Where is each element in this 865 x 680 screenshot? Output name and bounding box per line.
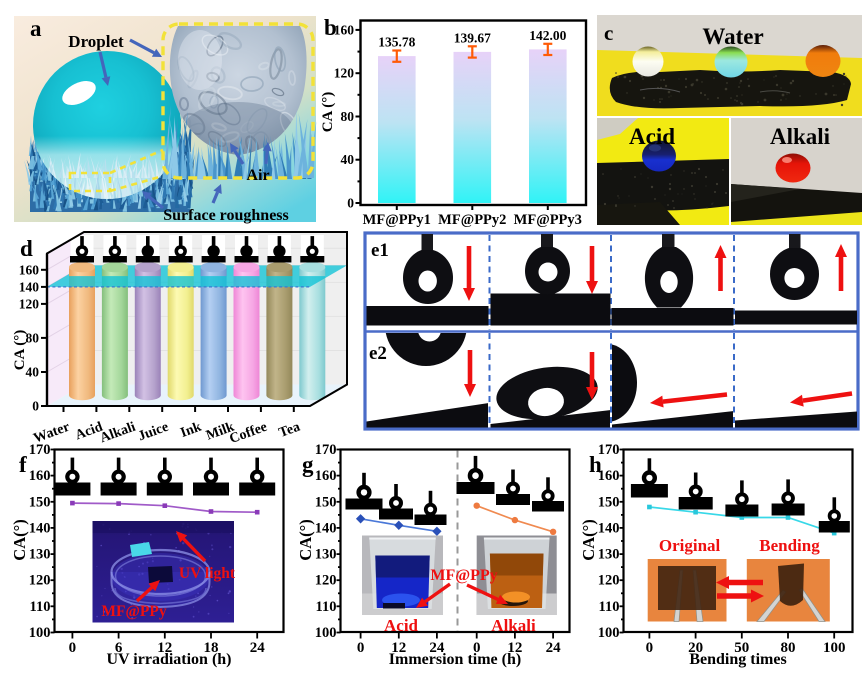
svg-text:140: 140 [598, 520, 620, 536]
svg-text:40: 40 [26, 365, 40, 380]
svg-text:a: a [30, 16, 42, 41]
svg-text:UV light: UV light [179, 565, 236, 582]
svg-text:20: 20 [688, 640, 703, 656]
svg-text:18: 18 [204, 640, 219, 656]
svg-text:100: 100 [315, 625, 337, 641]
svg-text:Juice: Juice [136, 420, 170, 445]
svg-text:150: 150 [598, 494, 620, 510]
svg-text:140: 140 [315, 520, 337, 536]
svg-text:140: 140 [29, 520, 51, 536]
svg-text:160: 160 [29, 468, 51, 484]
svg-text:CA(°): CA(°) [10, 519, 29, 560]
svg-text:150: 150 [315, 494, 337, 510]
svg-text:Alkali: Alkali [98, 420, 138, 447]
svg-text:Alkali: Alkali [491, 616, 536, 635]
svg-text:50: 50 [734, 640, 749, 656]
svg-text:24: 24 [429, 640, 445, 656]
svg-text:Acid: Acid [384, 616, 419, 635]
svg-text:80: 80 [341, 109, 355, 124]
svg-text:MF@PPy2: MF@PPy2 [438, 212, 506, 228]
svg-text:0: 0 [69, 640, 77, 656]
svg-text:CA (°): CA (°) [12, 330, 28, 371]
svg-text:Immersion time (h): Immersion time (h) [389, 651, 521, 668]
svg-text:Acid: Acid [629, 124, 675, 149]
svg-text:80: 80 [26, 330, 40, 345]
svg-text:Water: Water [702, 24, 763, 49]
svg-text:0: 0 [32, 399, 39, 414]
svg-text:e2: e2 [369, 343, 387, 364]
svg-text:c: c [604, 21, 613, 45]
svg-text:120: 120 [19, 296, 40, 311]
svg-text:0: 0 [357, 640, 365, 656]
svg-text:MF@PPy: MF@PPy [101, 603, 166, 620]
svg-text:e1: e1 [371, 240, 389, 261]
svg-text:0: 0 [646, 640, 654, 656]
svg-text:d: d [20, 236, 33, 261]
svg-text:Bending times: Bending times [689, 651, 786, 668]
svg-text:170: 170 [29, 442, 51, 458]
svg-text:24: 24 [250, 640, 266, 656]
svg-text:g: g [302, 452, 314, 477]
svg-text:h: h [589, 452, 602, 477]
svg-text:80: 80 [781, 640, 796, 656]
svg-text:24: 24 [546, 640, 562, 656]
svg-text:0: 0 [347, 196, 354, 211]
svg-text:12: 12 [157, 640, 172, 656]
svg-text:Bending: Bending [759, 536, 820, 555]
svg-text:130: 130 [598, 547, 620, 563]
svg-text:12: 12 [507, 640, 522, 656]
svg-text:Surface roughness: Surface roughness [163, 207, 289, 224]
svg-text:Air: Air [246, 167, 269, 184]
svg-text:100: 100 [823, 640, 846, 656]
svg-text:135.78: 135.78 [378, 35, 415, 50]
svg-text:MF@PPy: MF@PPy [430, 567, 497, 584]
svg-text:160: 160 [598, 468, 620, 484]
svg-text:160: 160 [19, 262, 40, 277]
svg-text:150: 150 [29, 494, 51, 510]
svg-text:140: 140 [19, 279, 40, 294]
svg-text:130: 130 [29, 547, 51, 563]
svg-text:130: 130 [315, 547, 337, 563]
svg-text:120: 120 [598, 573, 620, 589]
svg-text:139.67: 139.67 [454, 30, 491, 45]
svg-text:0: 0 [473, 640, 481, 656]
svg-text:MF@PPy1: MF@PPy1 [363, 212, 431, 228]
svg-text:120: 120 [315, 573, 337, 589]
svg-text:40: 40 [341, 152, 355, 167]
svg-text:MF@PPy3: MF@PPy3 [514, 212, 582, 228]
svg-text:110: 110 [30, 599, 51, 615]
svg-text:170: 170 [315, 442, 337, 458]
svg-text:6: 6 [115, 640, 123, 656]
svg-text:Alkali: Alkali [770, 124, 831, 149]
svg-text:110: 110 [316, 599, 337, 615]
svg-text:Ink: Ink [179, 420, 204, 441]
svg-text:120: 120 [334, 66, 355, 81]
svg-text:170: 170 [598, 442, 620, 458]
svg-text:f: f [19, 452, 27, 477]
svg-text:CA(°): CA(°) [296, 519, 315, 560]
svg-text:12: 12 [391, 640, 406, 656]
svg-text:100: 100 [598, 625, 620, 641]
svg-text:CA(°): CA(°) [579, 519, 598, 560]
svg-text:160: 160 [334, 22, 355, 37]
svg-text:Droplet: Droplet [68, 32, 124, 51]
svg-text:120: 120 [29, 573, 51, 589]
svg-text:UV irradiation (h): UV irradiation (h) [106, 651, 231, 668]
svg-text:Coffee: Coffee [228, 420, 270, 447]
svg-text:Original: Original [659, 536, 721, 555]
svg-text:110: 110 [599, 599, 620, 615]
svg-text:160: 160 [315, 468, 337, 484]
svg-text:100: 100 [29, 625, 51, 641]
svg-text:142.00: 142.00 [529, 28, 566, 43]
svg-text:Tea: Tea [277, 420, 302, 441]
svg-text:b: b [324, 15, 337, 40]
svg-text:CA (°): CA (°) [320, 92, 336, 133]
